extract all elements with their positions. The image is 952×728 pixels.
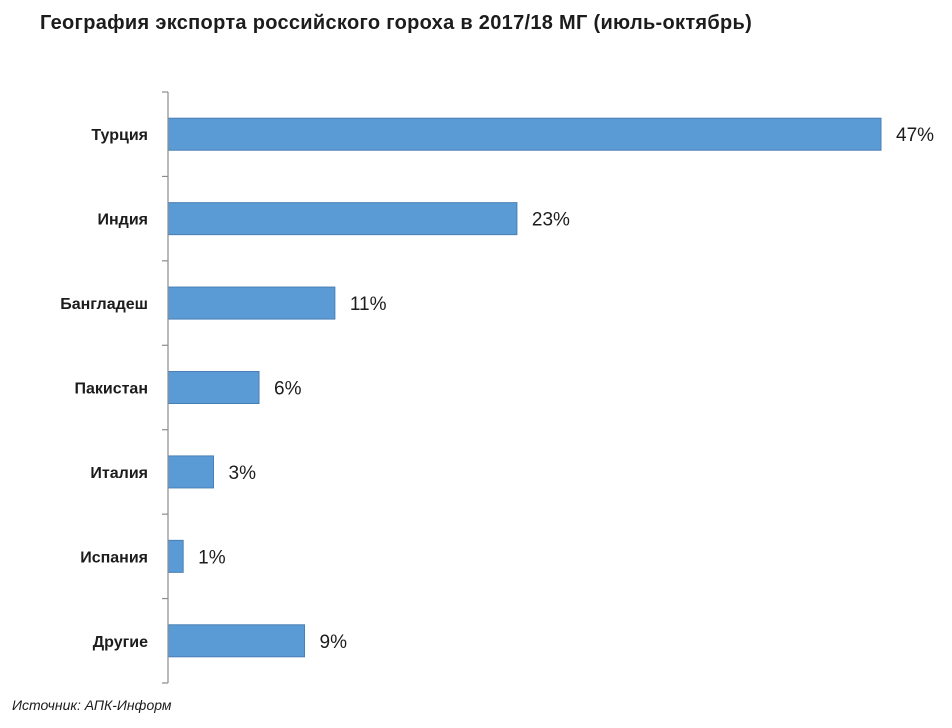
- bar: [167, 455, 215, 489]
- category-label: Бангладеш: [60, 296, 148, 313]
- bar: [167, 371, 260, 404]
- value-label: 6%: [274, 379, 302, 400]
- value-label: 47%: [896, 125, 934, 146]
- bar: [167, 624, 306, 658]
- category-label: Пакистан: [74, 381, 148, 398]
- category-label: Италия: [90, 465, 148, 482]
- bar-chart: Турция 47% Индия 23% Бангладеш 11% Пакистан 6% И…: [60, 91, 934, 684]
- bar: [167, 539, 184, 573]
- value-label: 23%: [532, 210, 570, 231]
- bar: [167, 117, 882, 151]
- category-label: Турция: [91, 127, 148, 144]
- value-label: 9%: [320, 632, 348, 653]
- category-axis: [162, 91, 169, 684]
- bar: [167, 286, 336, 320]
- source-note: Источник: АПК-Информ: [12, 697, 172, 713]
- category-label: Индия: [98, 212, 149, 229]
- category-label: Другие: [93, 634, 148, 651]
- labels-layer: Турция 47% Индия 23% Бангладеш 11% Пакистан 6% И…: [60, 125, 934, 653]
- value-label: 11%: [350, 294, 387, 315]
- value-label: 1%: [198, 547, 226, 568]
- value-label: 3%: [229, 463, 257, 484]
- bars-layer: [167, 117, 882, 658]
- chart-title: География экспорта российского гороха в …: [40, 12, 753, 34]
- category-label: Испания: [80, 549, 148, 566]
- bar: [167, 202, 518, 236]
